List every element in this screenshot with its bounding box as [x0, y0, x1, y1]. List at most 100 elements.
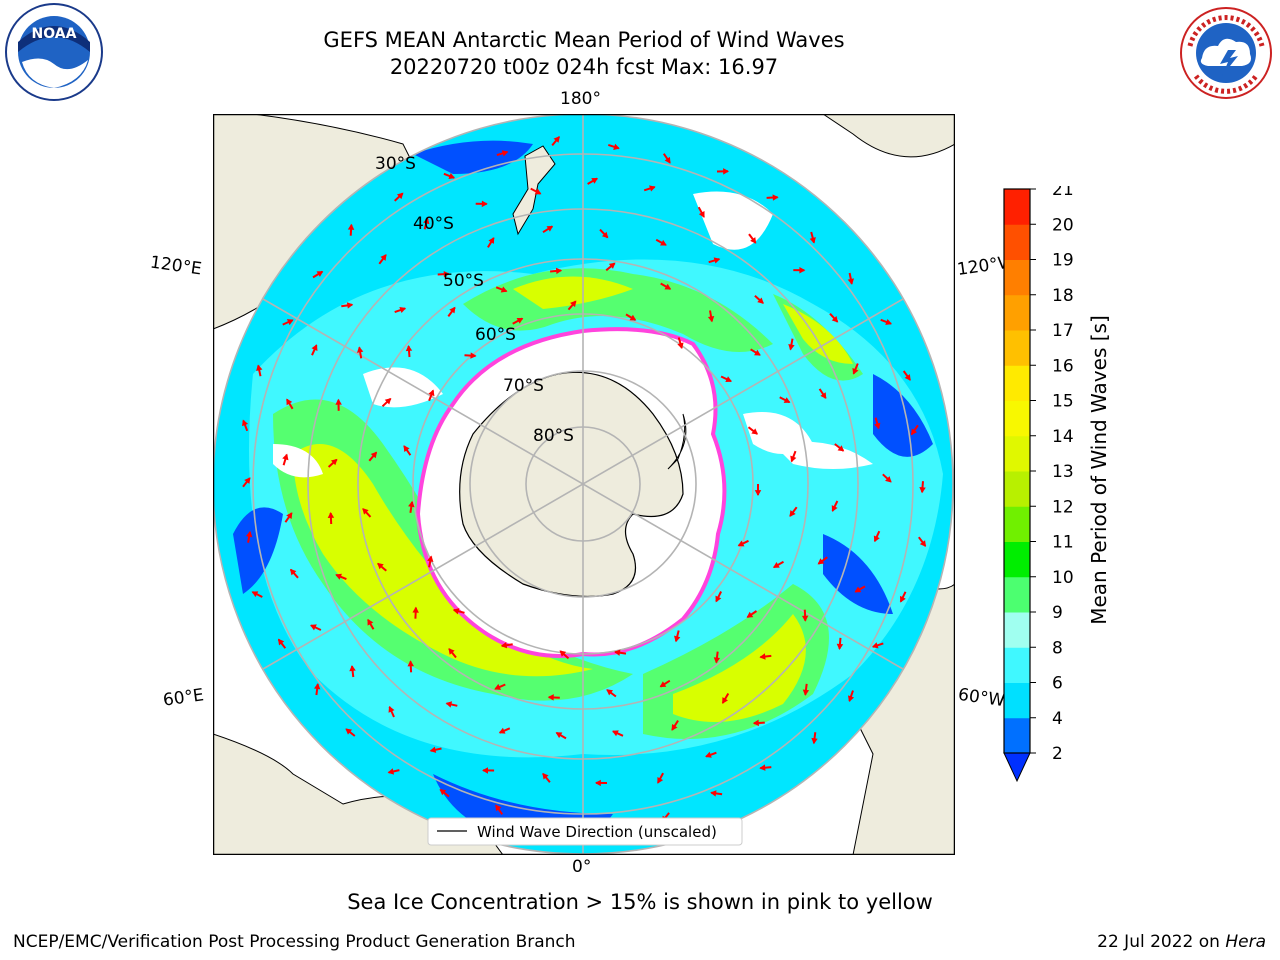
colorbar-bin — [1004, 541, 1030, 578]
wind-arrow-head — [713, 257, 721, 264]
wind-arrow-head — [772, 194, 779, 201]
wind-arrow-head — [256, 364, 263, 371]
wind-arrow-head — [614, 649, 621, 656]
colorbar-tick-label: 16 — [1052, 356, 1074, 376]
wind-arrow-head — [356, 346, 364, 353]
wind-arrow-head — [710, 790, 717, 797]
wind-arrow-head — [817, 558, 825, 565]
wind-arrow-head — [403, 445, 410, 452]
colorbar-tick-label: 21 — [1052, 186, 1074, 200]
wind-arrow-head — [282, 453, 289, 461]
wind-arrow-head — [555, 732, 563, 739]
colorbar-bin — [1004, 189, 1030, 225]
wind-arrow-head — [591, 177, 598, 184]
wind-arrow-head — [751, 428, 759, 435]
wind-arrow-head — [836, 643, 844, 650]
colorbar-under-arrow — [1003, 752, 1031, 783]
wind-arrow-head — [481, 200, 488, 208]
lon-label-120e: 120°E — [148, 252, 203, 280]
wind-arrow-head — [384, 397, 392, 405]
wind-arrow-head — [746, 611, 754, 618]
wind-arrow-head — [335, 573, 342, 580]
lat-label-80s: 80°S — [533, 426, 574, 446]
wind-arrow-head — [452, 608, 460, 615]
wind-arrow-head — [757, 297, 764, 304]
lon-label-60w: 60°W — [956, 684, 1007, 712]
wind-arrow-head — [370, 451, 378, 459]
wind-arrow-head — [335, 398, 342, 405]
wind-arrow-head — [612, 730, 619, 737]
wind-arrow-head — [396, 192, 404, 200]
wind-arrow-head — [664, 283, 672, 290]
colorbar-tick-label: 10 — [1052, 568, 1074, 588]
wind-arrow-head — [677, 342, 684, 349]
wind-arrow-head — [399, 306, 407, 314]
wind-arrow-head — [570, 300, 577, 308]
wind-arrow-head — [837, 445, 845, 452]
wind-arrow-head — [660, 239, 667, 246]
wind-arrow-head — [439, 789, 447, 796]
wind-arrow-head — [286, 398, 293, 406]
colorbar-tick-label: 13 — [1052, 462, 1074, 482]
wind-arrow-head — [380, 254, 387, 261]
wind-arrow-head — [500, 641, 508, 649]
wind-arrow-head — [885, 318, 892, 325]
wind-arrow-head — [448, 173, 456, 179]
wind-arrow-head — [809, 237, 816, 244]
wind-arrow-head — [495, 804, 502, 812]
wind-arrow-head — [408, 500, 415, 508]
wind-arrow-head — [783, 397, 791, 403]
wind-arrow-head — [407, 660, 414, 667]
wind-arrow-head — [327, 511, 335, 519]
wind-arrow-head — [346, 302, 354, 309]
page-subtitle: 20220720 t00z 024h fcst Max: 16.97 — [389, 55, 779, 79]
colorbar-label: Mean Period of Wind Waves [s] — [1087, 315, 1111, 625]
lon-label-0: 0° — [572, 857, 592, 877]
colorbar-tick-label: 15 — [1052, 392, 1074, 412]
wind-arrow-head — [649, 185, 656, 192]
credit-text: NCEP/EMC/Verification Post Processing Pr… — [13, 932, 576, 952]
colorbar-tick-label: 17 — [1052, 321, 1074, 341]
colorbar-tick-label: 9 — [1052, 603, 1063, 623]
wind-arrow-head — [799, 266, 806, 274]
wind-arrow-head — [802, 689, 810, 696]
date-prefix: 22 Jul 2022 on — [1097, 932, 1226, 952]
wind-arrow-head — [559, 650, 567, 657]
wind-arrow-head — [412, 606, 419, 613]
wind-arrow-head — [546, 225, 554, 232]
wind-arrow-head — [245, 530, 253, 538]
colorbar-bin — [1004, 717, 1030, 754]
colorbar-bin — [1004, 400, 1030, 437]
lat-label-50s: 50°S — [443, 271, 484, 291]
wind-arrow-head — [349, 665, 356, 672]
wind-arrow-head — [362, 508, 369, 515]
wind-arrow-head — [448, 648, 455, 655]
wind-arrow-head — [427, 555, 434, 562]
antarctic-peninsula — [667, 413, 687, 470]
lon-label-60e: 60°E — [161, 685, 206, 711]
wind-arrow-head — [725, 376, 732, 383]
lat-label-70s: 70°S — [503, 376, 544, 396]
wind-arrow-head — [555, 267, 563, 275]
legend-text: Wind Wave Direction (unscaled) — [477, 823, 717, 841]
wind-arrow-head — [244, 477, 251, 484]
wind-arrow-head — [482, 767, 488, 774]
wind-arrow-head — [310, 624, 317, 631]
sea-ice-note: Sea Ice Concentration > 15% is shown in … — [347, 890, 933, 914]
colorbar-tick-label: 8 — [1052, 638, 1063, 658]
lat-label-30s: 30°S — [375, 154, 416, 174]
lat-label-40s: 40°S — [413, 214, 454, 234]
noaa-logo: NOAA — [5, 3, 103, 101]
graticule — [213, 114, 954, 855]
wind-arrow-head — [873, 535, 880, 543]
polar-map: 30°S 40°S 50°S 60°S 70°S 80°S Wind Wave … — [213, 114, 955, 855]
wind-wave-arrows — [241, 136, 927, 831]
wind-arrow-head — [316, 271, 324, 277]
date-text: 22 Jul 2022 on Hera — [1097, 932, 1266, 952]
map-legend: Wind Wave Direction (unscaled) — [427, 817, 743, 846]
wind-arrow-head — [788, 344, 795, 351]
wind-arrow-head — [428, 389, 435, 397]
wind-arrow-head — [290, 568, 297, 576]
wind-arrow-head — [470, 352, 477, 359]
wind-arrow-head — [754, 349, 761, 356]
